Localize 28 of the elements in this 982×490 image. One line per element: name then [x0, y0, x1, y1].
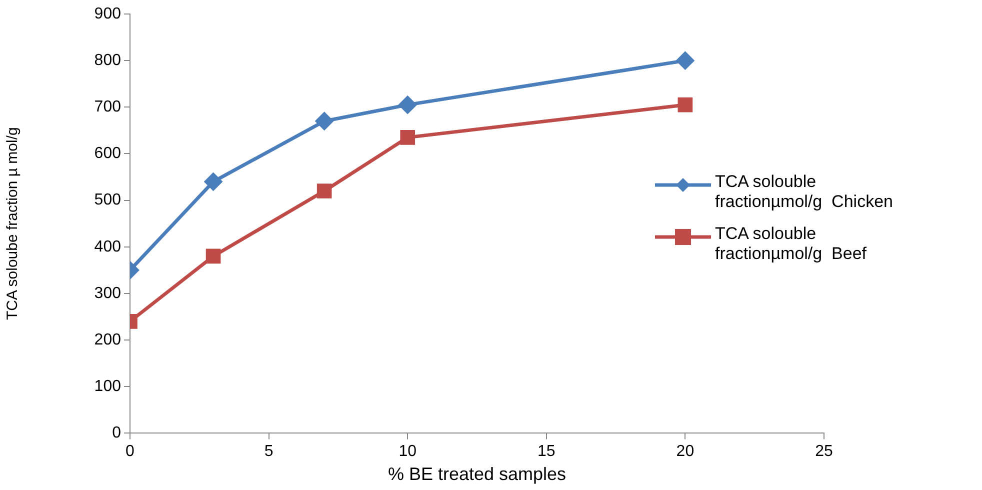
point — [316, 112, 334, 130]
point — [400, 130, 416, 145]
point — [676, 52, 694, 70]
point — [204, 172, 222, 190]
y-tick-label: 700 — [94, 98, 122, 116]
x-tick-label: 25 — [815, 443, 833, 460]
legend-label: TCA solouble fractionµmol/g Chicken — [715, 172, 894, 212]
legend-label: TCA solouble fractionµmol/g Beef — [715, 224, 868, 264]
point — [206, 248, 221, 264]
x-tick-label: 5 — [264, 443, 274, 460]
y-tick-label: 800 — [94, 52, 122, 69]
x-tick-label: 20 — [676, 443, 694, 460]
point — [316, 184, 332, 198]
y-tick-label: 300 — [94, 284, 122, 302]
y-tick-label: 0 — [112, 424, 122, 442]
x-tick-label: 10 — [398, 443, 417, 460]
y-axis-title: TCA soloube fraction µ mol/g — [4, 127, 22, 320]
x-tick-label: 15 — [538, 443, 556, 460]
x-axis-title: % BE treated samples — [388, 464, 566, 484]
y-tick-label: 900 — [94, 5, 122, 22]
y-tick-label: 500 — [94, 192, 122, 209]
y-tick-label: 200 — [94, 331, 122, 348]
point — [678, 97, 693, 112]
point — [398, 96, 416, 114]
x-tick-label: 0 — [126, 443, 135, 460]
y-tick-label: 400 — [94, 238, 122, 256]
y-tick-label: 600 — [94, 145, 122, 162]
y-tick-label: 100 — [94, 378, 122, 396]
